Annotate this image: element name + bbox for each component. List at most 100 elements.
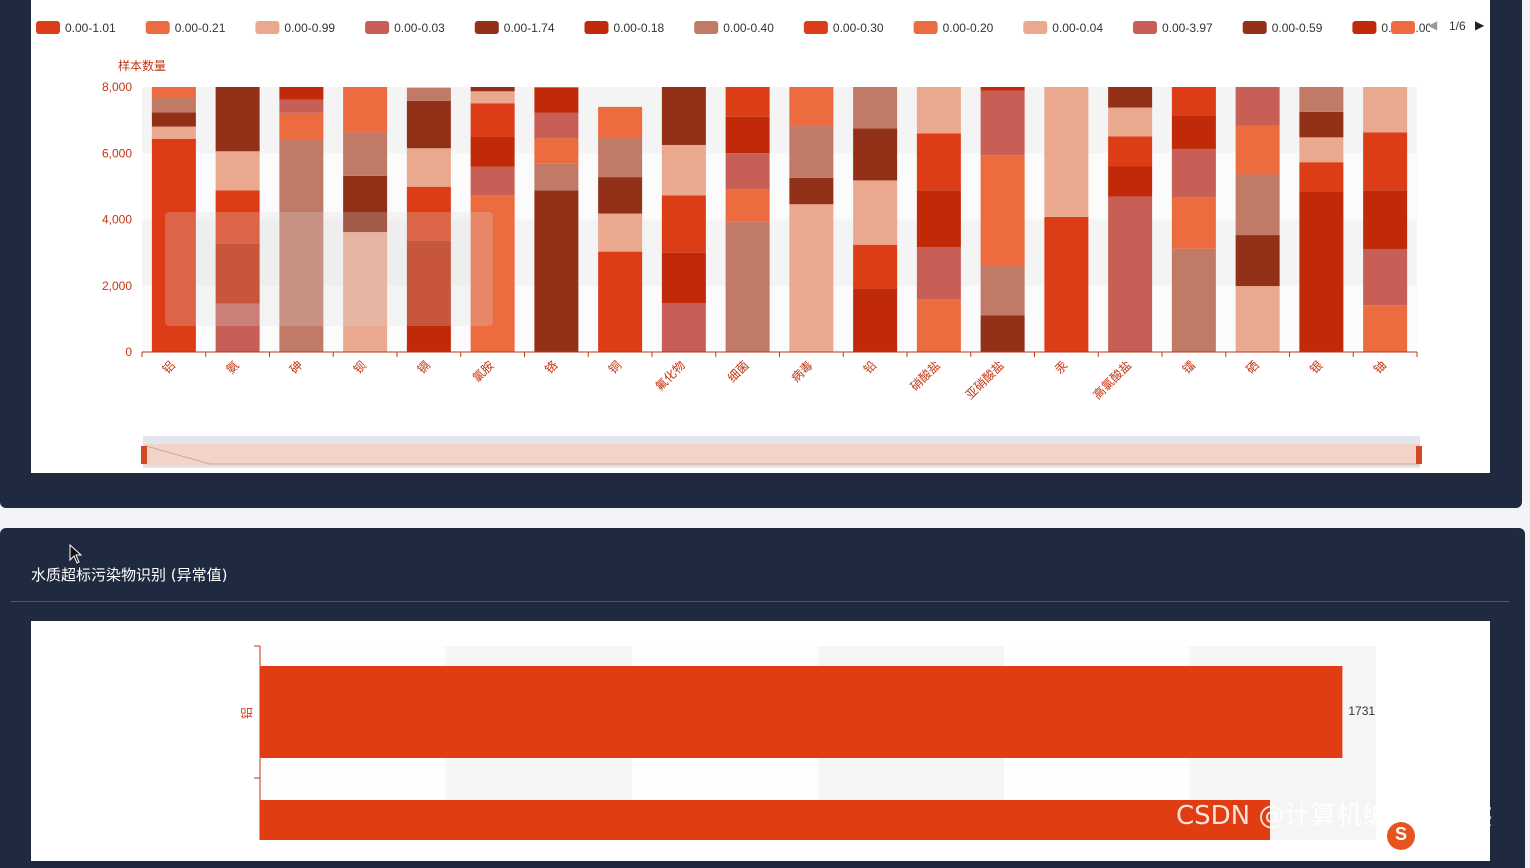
bar-segment	[279, 140, 324, 352]
datazoom-handle-left[interactable]	[141, 446, 147, 464]
section-divider	[11, 601, 1509, 602]
bar-segment	[916, 133, 961, 191]
y-axis-title: 样本数量	[118, 58, 166, 73]
bar-segment	[406, 240, 451, 352]
legend-label: 0.00-1.74	[504, 21, 555, 35]
legend-item[interactable]: 0.00-0.21	[145, 21, 226, 35]
legend-item[interactable]: 0.00-0.40	[694, 21, 774, 35]
bar-segment	[151, 112, 196, 127]
y-tick-label: 2,000	[102, 279, 132, 293]
bar-segment	[1299, 191, 1344, 352]
legend-item[interactable]: 0.00-0.03	[365, 21, 445, 35]
bar-segment	[598, 251, 643, 352]
legend-swatch-partial	[1391, 21, 1415, 34]
legend-label: 0.00-0.03	[394, 21, 445, 35]
y-tick-label: 0	[125, 345, 132, 359]
legend-item[interactable]: 0.00-1.74	[474, 21, 555, 35]
legend-label: 0.00-0.21	[175, 21, 226, 35]
legend-item[interactable]: 0.00-0.59	[1242, 21, 1323, 35]
bar-segment	[725, 87, 770, 117]
bar-segment	[598, 177, 643, 214]
bar-segment	[980, 155, 1025, 266]
bar-segment	[343, 232, 388, 352]
bar-segment	[1235, 286, 1280, 352]
legend-item[interactable]: 0.00-0.99	[255, 21, 335, 35]
bar-segment	[279, 99, 324, 113]
datazoom-handle-right[interactable]	[1416, 446, 1422, 464]
bar-segment	[1299, 162, 1344, 192]
bar-segment	[406, 186, 451, 241]
legend-label: 0.00-0.04	[1052, 21, 1103, 35]
bar-segment	[151, 126, 196, 139]
bar-segment	[598, 137, 643, 178]
watermark: CSDN @计算机编程果茶熊	[1176, 801, 1493, 831]
legend-swatch	[584, 21, 609, 34]
legend-item[interactable]: 0.00-1.01	[36, 21, 116, 35]
bar-segment	[789, 87, 834, 127]
bar-segment	[725, 221, 770, 352]
bar-segment	[215, 303, 260, 352]
bar-segment	[916, 87, 961, 134]
legend-swatch	[1133, 21, 1157, 34]
bar-segment	[1171, 87, 1216, 116]
legend-swatch	[1242, 21, 1267, 34]
bar-segment	[916, 247, 961, 300]
legend-label: 0.00-0.99	[284, 21, 335, 35]
bar-segment	[1044, 87, 1089, 217]
bar-segment	[1235, 87, 1280, 126]
legend-swatch	[1352, 21, 1377, 34]
bar-segment	[215, 190, 260, 244]
legend-item[interactable]: 0.00-0.20	[913, 21, 994, 35]
bar-segment	[916, 190, 961, 248]
bar-segment	[215, 87, 260, 152]
legend-item[interactable]: 0.00-0.18	[584, 21, 665, 35]
legend-swatch	[1023, 21, 1048, 34]
tooltip-ghost	[165, 212, 493, 326]
legend-item[interactable]: 0.00-3.97	[1133, 21, 1213, 35]
bar-segment	[1044, 216, 1089, 352]
datazoom-window	[143, 444, 1420, 466]
bar-segment	[1108, 136, 1153, 167]
bar-segment	[853, 180, 898, 245]
bar-segment	[1171, 148, 1216, 197]
bar-segment	[1235, 174, 1280, 236]
y-tick-label: 4,000	[102, 213, 132, 227]
bar-segment	[151, 138, 196, 352]
bar-segment	[534, 190, 579, 352]
bar-segment	[1299, 137, 1344, 163]
legend-page-indicator: 1/6	[1449, 19, 1466, 33]
legend-label: 0.00-0.18	[614, 21, 665, 35]
legend-label: 0.00-3.97	[1162, 21, 1213, 35]
bar-segment	[470, 195, 515, 352]
bar-segment	[343, 87, 388, 133]
legend: 0.00-1.01 0.00-0.21 0.00-0.99 0.00-0.03 0.00…	[36, 21, 1430, 35]
legend-label: 0.00-0.20	[943, 21, 994, 35]
bar-segment	[1299, 111, 1344, 138]
bar-segment	[725, 116, 770, 154]
bar-segment	[789, 204, 834, 352]
bar-segment	[279, 87, 324, 100]
bar-segment	[470, 103, 515, 137]
bar-segment	[980, 90, 1025, 156]
bar-segment	[1171, 115, 1216, 149]
legend-label: 0.00-0.40	[723, 21, 774, 35]
bar-segment	[598, 213, 643, 252]
bar-segment	[1299, 87, 1344, 112]
legend-swatch	[694, 21, 719, 34]
bar-segment	[661, 144, 706, 196]
bar-segment	[853, 288, 898, 352]
bar-segment	[661, 195, 706, 253]
legend-swatch	[474, 21, 499, 34]
bar-segment	[1108, 166, 1153, 197]
bar-segment	[1108, 87, 1153, 108]
bar-segment	[470, 91, 515, 104]
legend-prev-arrow-icon[interactable]: ◀	[1428, 18, 1438, 32]
h-bar-next	[260, 800, 1270, 840]
h-category-label: 铝	[239, 707, 254, 719]
legend-item[interactable]: 0.00-0.04	[1023, 21, 1103, 35]
bar-segment	[470, 87, 515, 92]
bar-segment	[1235, 125, 1280, 175]
legend-next-arrow-icon[interactable]: ▶	[1475, 18, 1485, 32]
legend-item[interactable]: 0.00-0.30	[803, 21, 884, 35]
bar-segment	[725, 153, 770, 190]
